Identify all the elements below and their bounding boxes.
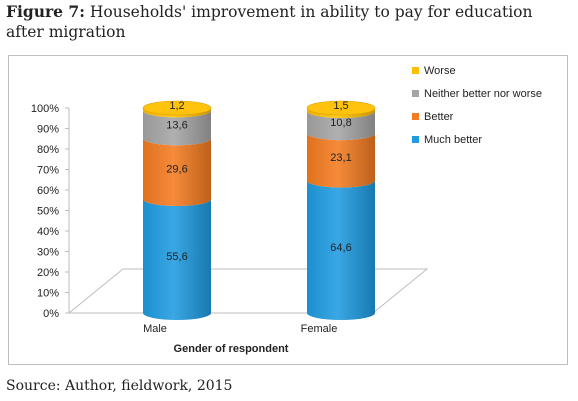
data-label: 1,2 (169, 100, 184, 112)
y-axis: 0% 10% 20% 30% 40% 50% 60% 70% 80% 90% 100% (31, 103, 70, 320)
bar-top-cap (306, 100, 376, 116)
data-label: 64,6 (330, 242, 351, 254)
data-label: 1,5 (333, 100, 348, 112)
y-tick-label: 30% (37, 247, 59, 259)
y-tick-label: 50% (37, 206, 59, 218)
y-tick-label: 60% (37, 185, 59, 197)
legend-swatch (412, 136, 419, 143)
legend: Worse Neither better nor worse Better Much … (412, 65, 542, 146)
bar-segment-worse (307, 108, 375, 119)
legend-label: Much better (424, 134, 482, 146)
data-label: 10,8 (330, 117, 351, 129)
data-label: 13,6 (166, 119, 187, 131)
data-label: 55,6 (166, 251, 187, 263)
y-tick-label: 80% (37, 144, 59, 156)
y-tick-label: 40% (37, 226, 59, 238)
x-axis-title: Gender of respondent (174, 343, 289, 355)
figure-caption: Figure 7: Households' improvement in abi… (6, 2, 572, 42)
y-tick-label: 20% (37, 267, 59, 279)
x-tick-label: Female (301, 323, 338, 335)
bars: 55,6 29,6 13,6 1,2 64,6 23,1 10,8 1,5 (142, 100, 376, 320)
data-label: 29,6 (166, 164, 187, 176)
x-axis: Male Female Gender of respondent (143, 323, 337, 355)
bar-segment-much-better (307, 180, 375, 320)
legend-label: Neither better nor worse (424, 88, 542, 100)
legend-swatch (412, 90, 419, 97)
legend-item-worse: Worse (412, 65, 456, 77)
bar-segment-much-better (143, 199, 211, 320)
legend-item-better: Better (412, 111, 454, 123)
stacked-cylinder-chart: 0% 10% 20% 30% 40% 50% 60% 70% 80% 90% 100% 55,6 29… (31, 65, 542, 355)
figure-label: Figure 7: (6, 2, 85, 21)
x-tick-label: Male (143, 323, 167, 335)
y-tick-label: 10% (37, 288, 59, 300)
bar-segment-worse (143, 108, 211, 118)
y-tick-label: 0% (43, 308, 59, 320)
legend-label: Better (424, 111, 454, 123)
bar-top-cap (142, 100, 212, 116)
bar-stack-male: 55,6 29,6 13,6 1,2 (142, 100, 212, 320)
bar-segment-better (307, 133, 375, 188)
legend-swatch (412, 113, 419, 120)
legend-label: Worse (424, 65, 456, 77)
bar-stack-female: 64,6 23,1 10,8 1,5 (306, 100, 376, 320)
data-label: 23,1 (330, 152, 351, 164)
bar-segment-better (143, 138, 211, 207)
y-tick-label: 70% (37, 165, 59, 177)
figure-title: Households' improvement in ability to pa… (6, 3, 533, 41)
y-tick-label: 100% (31, 103, 59, 115)
bar-segment-neither-better-nor-worse (143, 110, 211, 146)
legend-item-neither-better-nor-worse: Neither better nor worse (412, 88, 542, 100)
legend-swatch (412, 67, 419, 74)
bar-segment-neither-better-nor-worse (307, 111, 375, 141)
source-note: Source: Author, fieldwork, 2015 (6, 378, 233, 394)
legend-item-much-better: Much better (412, 134, 482, 146)
chart-frame: 0% 10% 20% 30% 40% 50% 60% 70% 80% 90% 100% 55,6 29… (8, 55, 568, 365)
y-tick-label: 90% (37, 124, 59, 136)
